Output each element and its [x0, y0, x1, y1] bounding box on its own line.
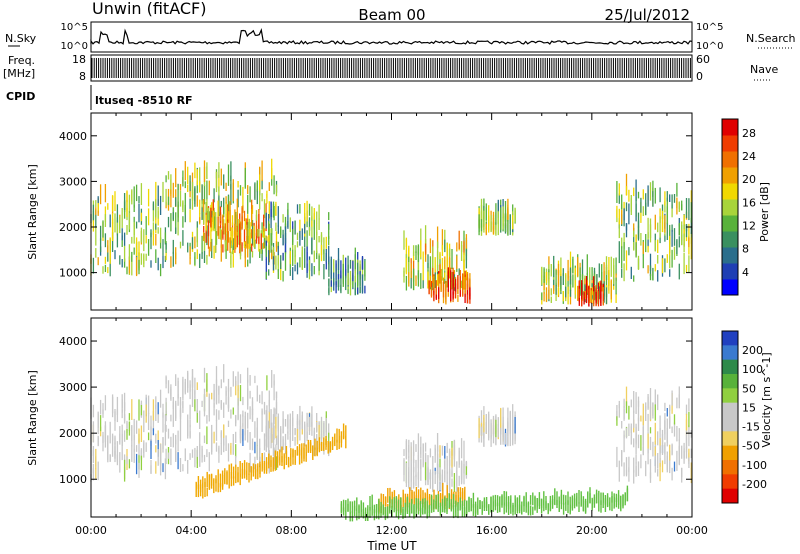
velocity-colorbar-label: Velocity [m s^-1] — [760, 352, 773, 447]
freq-left-tick-high: 18 — [72, 53, 86, 66]
x-tick-label: 04:00 — [175, 524, 207, 537]
velocity-colorbar-tick: -15 — [742, 421, 760, 434]
colorbar-segment — [722, 474, 738, 490]
beam-label: Beam 00 — [358, 6, 425, 24]
y-tick-label: 3000 — [59, 175, 87, 188]
power-data — [90, 158, 692, 307]
colorbar-frame — [721, 330, 739, 504]
colorbar-segment — [722, 199, 738, 216]
freq-panel-frame — [90, 54, 693, 82]
cpid-label: CPID — [6, 90, 35, 103]
cpid-value: ltuseq -8510 RF — [95, 94, 193, 107]
velocity-data — [90, 364, 692, 522]
y-tick-label: 2000 — [59, 427, 87, 440]
power-colorbar-tick: 8 — [742, 243, 749, 256]
freq-right-tick-high: 60 — [696, 53, 710, 66]
x-tick-label: 16:00 — [476, 524, 508, 537]
station-title: Unwin (fitACF) — [92, 0, 206, 18]
freq-line — [91, 58, 691, 78]
noise-line — [90, 28, 693, 45]
colorbar-frame — [721, 118, 739, 296]
power-colorbar-tick: 24 — [742, 150, 756, 163]
velocity-ylabel: Slant Range [km] — [26, 370, 39, 466]
date-label: 25/Jul/2012 — [605, 6, 690, 24]
power-colorbar-tick: 20 — [742, 173, 756, 186]
colorbar-segment — [722, 263, 738, 280]
y-tick-label: 4000 — [59, 335, 87, 348]
nsearch-label: N.Search — [746, 32, 796, 45]
colorbar-segment — [722, 119, 738, 136]
x-tick-label: 12:00 — [376, 524, 408, 537]
noise-right-tick-low: 10^0 — [696, 41, 723, 52]
noise-trace — [90, 28, 693, 45]
colorbar-segment — [722, 359, 738, 375]
time-xlabel: Time UT — [366, 539, 417, 553]
colorbar-segment — [722, 388, 738, 404]
velocity-colorbar-tick: 200 — [742, 344, 763, 357]
power-colorbar-tick: 28 — [742, 127, 756, 140]
y-tick-label: 1000 — [59, 473, 87, 486]
noise-panel-frame — [90, 21, 693, 53]
colorbar-segment — [722, 247, 738, 264]
colorbar-segment — [722, 374, 738, 389]
colorbar-segment — [722, 135, 738, 152]
colorbar-segment — [722, 488, 738, 504]
colorbar-segment — [722, 231, 738, 248]
velocity-colorbar-tick: -100 — [742, 459, 767, 472]
power-colorbar-tick: 16 — [742, 196, 756, 209]
x-tick-label: 00:00 — [75, 524, 107, 537]
x-tick-label: 20:00 — [576, 524, 608, 537]
freq-label: Freq. — [8, 54, 35, 67]
colorbar-segment — [722, 151, 738, 168]
y-tick-label: 4000 — [59, 130, 87, 143]
colorbar-segment — [722, 167, 738, 184]
noise-left-tick-low: 10^0 — [61, 41, 88, 52]
colorbar-segment — [722, 279, 738, 296]
nsky-label: N.Sky — [5, 32, 37, 45]
power-colorbar-tick: 12 — [742, 220, 756, 233]
velocity-colorbar-tick: 15 — [742, 401, 756, 414]
colorbar-segment — [722, 417, 738, 432]
freq-left-tick-low: 8 — [79, 70, 86, 83]
power-axes: 1000 2000 3000 4000 — [59, 113, 693, 310]
y-tick-label: 2000 — [59, 221, 87, 234]
mhz-label: [MHz] — [3, 67, 35, 80]
freq-right-tick-low: 0 — [696, 70, 703, 83]
power-colorbar: 4 8 12 16 20 24 28 — [721, 118, 756, 296]
velocity-colorbar-tick: 100 — [742, 363, 763, 376]
colorbar-segment — [722, 345, 738, 361]
colorbar-segment — [722, 215, 738, 232]
colorbar-segment — [722, 445, 738, 461]
power-ylabel: Slant Range [km] — [26, 164, 39, 260]
y-tick-label: 1000 — [59, 267, 87, 280]
noise-left-tick-high: 10^5 — [61, 22, 88, 33]
colorbar-segment — [722, 402, 738, 418]
nave-label: Nave — [750, 63, 778, 76]
power-colorbar-tick: 4 — [742, 266, 749, 279]
velocity-axes: 1000 2000 3000 4000 00:00 04:00 08:00 12:00 16:0… — [59, 318, 708, 537]
freq-trace — [91, 58, 691, 78]
colorbar-segment — [722, 331, 738, 346]
noise-right-tick-high: 10^5 — [696, 22, 723, 33]
power-colorbar-label: Power [dB] — [758, 182, 771, 242]
velocity-colorbar-tick: -50 — [742, 440, 760, 453]
colorbar-segment — [722, 183, 738, 200]
x-tick-label: 00:00 — [676, 524, 708, 537]
colorbar-segment — [722, 460, 738, 475]
x-tick-label: 08:00 — [275, 524, 307, 537]
colorbar-segment — [722, 431, 738, 447]
velocity-colorbar-tick: 50 — [742, 382, 756, 395]
y-tick-label: 3000 — [59, 381, 87, 394]
velocity-colorbar: 200 100 50 15 -15 -50 -100 -200 — [721, 330, 767, 504]
velocity-colorbar-tick: -200 — [742, 478, 767, 491]
